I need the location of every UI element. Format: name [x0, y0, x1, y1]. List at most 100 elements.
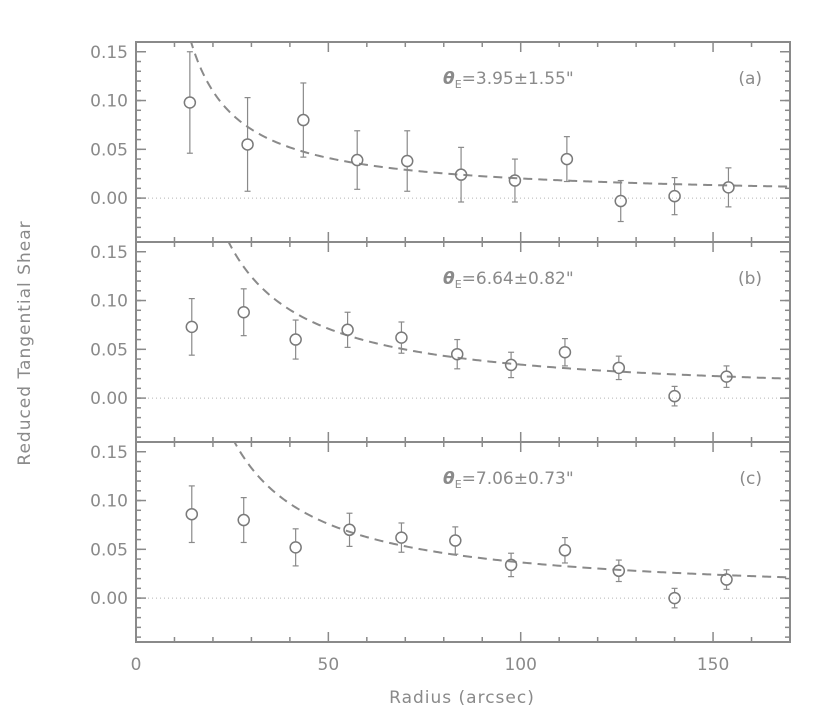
- theta-subscript: E: [455, 78, 462, 91]
- data-marker: [237, 513, 250, 527]
- data-marker: [668, 389, 681, 403]
- panel-c: 0.00 0.05 0.10 0.15 θE=7.06±0.73" (c): [90, 441, 791, 643]
- data-marker: [289, 333, 302, 346]
- y-tick-label: 0.15: [90, 443, 128, 463]
- y-tick-label: 0.00: [90, 389, 128, 409]
- data-marker: [241, 138, 254, 151]
- data-marker: [185, 320, 199, 334]
- theta-e-annotation: θE=6.64±0.82": [443, 269, 574, 291]
- data-point: [297, 82, 310, 158]
- data-point: [504, 552, 518, 578]
- data-marker: [720, 370, 733, 383]
- data-point: [185, 485, 199, 544]
- x-tick-label: 50: [318, 655, 340, 675]
- data-point: [560, 136, 574, 183]
- data-marker: [400, 154, 414, 168]
- panel-a: 0.00 0.05 0.10 0.15 θE=3.95±1.55" (a): [90, 41, 791, 243]
- data-marker: [508, 174, 522, 187]
- data-point: [237, 497, 250, 544]
- data-marker: [237, 305, 250, 319]
- theta-e-annotation: θE=3.95±1.55": [443, 69, 574, 91]
- model-curve: [190, 42, 790, 188]
- data-marker: [558, 544, 572, 557]
- data-point: [450, 338, 464, 370]
- theta-value: =3.95±1.55": [462, 69, 574, 89]
- data-point: [508, 158, 522, 203]
- data-point: [668, 177, 681, 216]
- data-point: [343, 512, 356, 547]
- data-point: [183, 51, 197, 154]
- y-tick-label: 0.10: [90, 492, 128, 512]
- data-marker: [614, 194, 627, 208]
- y-tick-label: 0.00: [90, 589, 128, 609]
- y-tick-label: 0.00: [90, 189, 128, 209]
- data-point: [289, 319, 302, 360]
- data-point: [400, 130, 414, 192]
- data-marker: [395, 531, 408, 544]
- theta-subscript: E: [455, 478, 462, 491]
- data-marker: [504, 358, 518, 372]
- y-tick-label: 0.05: [90, 340, 128, 360]
- data-point: [558, 537, 572, 564]
- data-point: [237, 288, 250, 337]
- y-tick-label: 0.10: [90, 92, 128, 112]
- data-point: [395, 522, 408, 553]
- data-point: [241, 97, 254, 192]
- theta-e-annotation: θE=7.06±0.73": [443, 469, 574, 491]
- y-tick-label: 0.15: [90, 243, 128, 263]
- x-tick-label: 100: [504, 655, 536, 675]
- data-point: [720, 569, 733, 590]
- x-tick-labels: 0 50 100 150: [131, 655, 730, 675]
- theta-symbol: θ: [443, 269, 455, 289]
- data-point: [558, 337, 572, 367]
- y-tick-label: 0.10: [90, 292, 128, 312]
- panel-label: (b): [738, 269, 762, 289]
- data-marker: [454, 168, 468, 181]
- data-marker: [450, 347, 464, 361]
- data-marker: [289, 541, 302, 554]
- panel-label: (a): [738, 69, 762, 89]
- data-marker: [668, 591, 681, 605]
- data-marker: [668, 189, 681, 203]
- model-curve: [227, 242, 790, 380]
- data-marker: [343, 523, 356, 537]
- data-marker: [183, 96, 197, 109]
- data-marker: [560, 152, 574, 166]
- x-axis-title: Radius (arcsec): [389, 688, 535, 708]
- data-point: [341, 311, 354, 348]
- y-axis-title: Reduced Tangential Shear: [15, 220, 35, 465]
- data-marker: [612, 564, 626, 578]
- data-point: [454, 146, 468, 203]
- theta-subscript: E: [455, 278, 462, 291]
- model-curve: [233, 442, 790, 579]
- theta-value: =6.64±0.82": [462, 269, 574, 289]
- data-point: [395, 321, 408, 354]
- x-tick-label: 150: [697, 655, 729, 675]
- data-marker: [185, 507, 199, 521]
- panel-frame: [135, 441, 791, 643]
- data-marker: [722, 181, 735, 194]
- data-marker: [504, 558, 518, 572]
- theta-symbol: θ: [443, 469, 455, 489]
- data-marker: [341, 323, 354, 337]
- data-point: [612, 559, 626, 583]
- theta-symbol: θ: [443, 69, 455, 89]
- y-tick-label: 0.05: [90, 540, 128, 560]
- theta-value: =7.06±0.73": [462, 469, 574, 489]
- x-tick-label: 0: [131, 655, 142, 675]
- data-point: [350, 130, 364, 190]
- data-point: [614, 179, 627, 223]
- data-point: [668, 385, 681, 407]
- data-marker: [558, 345, 572, 359]
- data-marker: [612, 361, 626, 375]
- data-point: [720, 365, 733, 388]
- data-point: [449, 526, 462, 555]
- data-point: [612, 355, 626, 381]
- data-point: [185, 297, 199, 356]
- data-point: [722, 167, 735, 208]
- data-marker: [395, 331, 408, 344]
- data-point: [668, 587, 681, 609]
- data-marker: [720, 573, 733, 586]
